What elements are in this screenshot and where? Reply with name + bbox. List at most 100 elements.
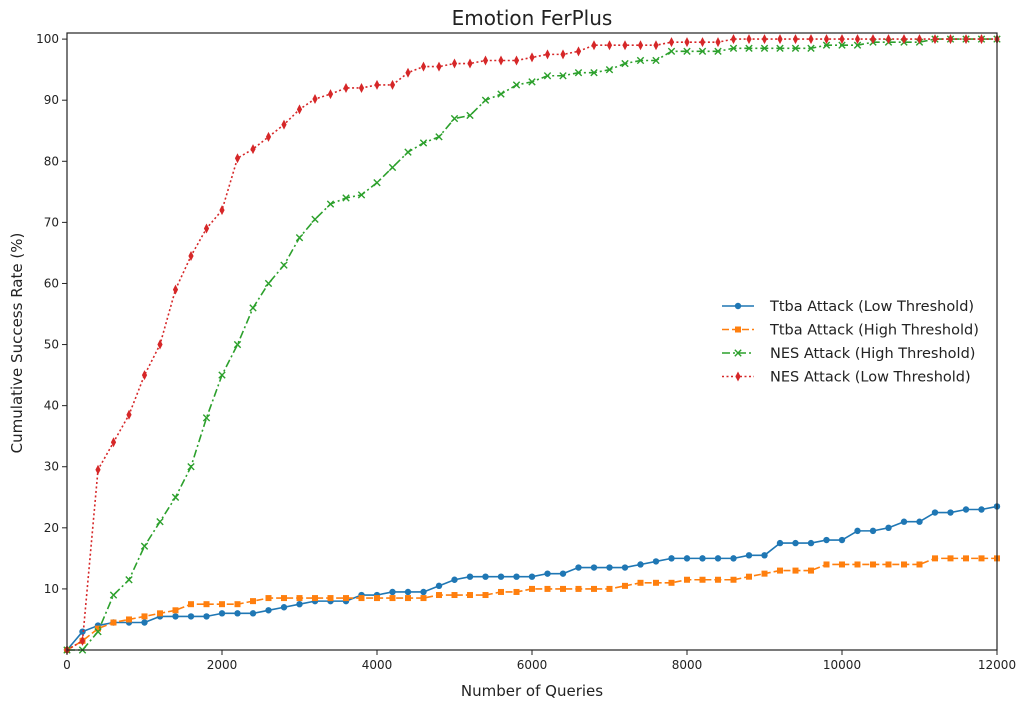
data-point [605,65,614,74]
data-point [622,582,628,589]
data-point [513,55,520,66]
data-point [250,598,256,605]
data-point [513,588,520,595]
legend-entry-4: NES Attack (Low Threshold) [722,370,971,386]
x-marker-stroke [295,233,304,242]
data-point [528,573,536,580]
data-point [172,284,179,295]
data-point [575,564,582,571]
legend-marker [735,326,741,333]
data-point [281,119,287,130]
x-marker-stroke [94,627,102,636]
data-point [963,555,969,562]
x-marker-stroke [109,591,118,599]
data-point [885,561,892,568]
data-point [188,601,194,608]
data-point [140,542,149,550]
data-point [481,96,490,104]
data-point [637,40,644,51]
data-point [823,561,830,568]
data-point [838,536,846,544]
legend-marker [735,371,741,382]
data-point [218,371,226,379]
data-point [172,607,179,614]
data-point [357,191,366,199]
data-point [885,524,892,532]
data-point [171,493,180,501]
x-marker-stroke [559,72,567,80]
data-point [327,595,334,602]
x-marker-stroke [388,163,397,172]
data-point [606,40,613,51]
data-point [729,44,738,52]
data-point [79,635,86,646]
data-point [745,44,753,52]
data-point [699,37,706,48]
data-point [405,595,411,602]
data-point [529,52,535,63]
data-point [591,585,597,592]
series-2 [64,555,1000,653]
data-point [343,595,349,602]
data-point [203,613,210,620]
axes-layer: 0 2000 4000 6000 8000 10000 12000 10 20 30 40 50 60 7… [36,32,1016,672]
x-marker-stroke [450,114,459,123]
legend-marker [734,302,742,310]
data-point [374,79,380,90]
data-point [435,133,443,141]
data-point [450,114,459,123]
x-tick-label: 2000 [207,658,238,672]
x-tick-label: 10000 [823,658,861,672]
data-point [947,555,954,562]
data-point [544,49,551,60]
data-point [699,555,706,562]
data-point [388,163,397,172]
data-point [947,509,954,516]
data-point [326,200,335,208]
data-point [760,44,769,52]
data-point [234,610,241,617]
legend-label: Ttba Attack (High Threshold) [769,323,979,339]
series-layer [63,34,1001,655]
data-point [746,573,752,580]
data-point [761,570,768,577]
data-point [838,41,846,49]
data-point [978,506,985,513]
data-point [528,78,536,86]
data-point [466,111,474,120]
data-point [621,59,629,68]
x-marker-stroke [698,47,707,56]
y-tick-label: 80 [44,154,59,168]
x-tick-label: 4000 [362,658,393,672]
x-marker-stroke [481,96,490,104]
data-point [854,527,861,535]
data-point [839,561,845,568]
data-point [187,613,195,620]
data-point [870,34,876,45]
x-marker-stroke [745,44,753,52]
data-point [931,509,939,516]
y-tick-label: 90 [44,93,59,107]
data-point [157,339,163,350]
x-tick-label: 12000 [978,658,1016,672]
x-marker-stroke [667,47,676,56]
data-point [126,409,132,420]
data-point [776,539,784,547]
data-point [698,47,707,56]
data-point [590,69,598,77]
data-point [405,67,411,78]
data-point [622,40,628,51]
data-point [110,619,117,626]
data-point [684,576,690,583]
x-marker-stroke [435,133,443,141]
x-tick-label: 0 [63,658,71,672]
data-point [730,555,737,562]
data-point [591,40,597,51]
data-point [482,592,489,599]
data-point [916,518,923,525]
data-point [141,370,148,381]
x-marker-stroke [140,542,149,550]
data-point [653,40,659,51]
data-point [436,61,442,72]
data-point [854,34,861,45]
